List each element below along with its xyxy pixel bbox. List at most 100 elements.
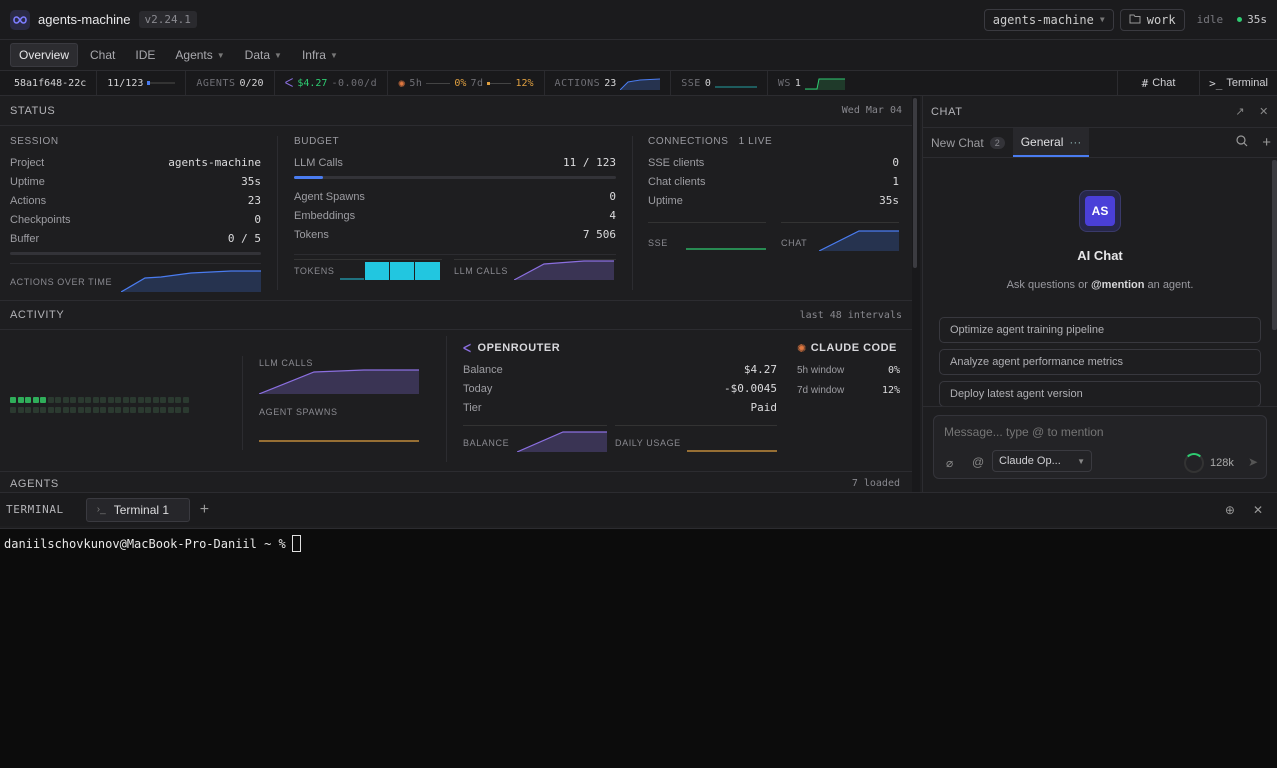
more-icon[interactable]: ··· — [1069, 134, 1082, 149]
model-select[interactable]: Claude Op... ▼ — [992, 450, 1092, 472]
stat-key: Uptime — [10, 175, 45, 188]
openrouter-rows: Balance $4.27 Today -$0.0045 Tier Paid — [463, 360, 777, 417]
heatmap-cell — [85, 397, 91, 403]
heatmap-cell — [70, 407, 76, 413]
stat-value: 35s — [241, 175, 261, 188]
cost-value: $4.27 — [297, 77, 328, 89]
openrouter-icon: ᐸ — [463, 342, 472, 355]
close-icon[interactable]: ✕ — [1259, 106, 1269, 118]
heatmap-cell — [92, 407, 99, 413]
nav-label: Agents — [175, 48, 213, 62]
stat-value: 0 — [892, 156, 899, 169]
llm-calls-row: LLM Calls 11 / 123 — [294, 153, 616, 172]
budget-title: BUDGET — [294, 136, 340, 147]
stat-key: Chat clients — [648, 175, 706, 188]
suggestion-button[interactable]: Optimize agent training pipeline — [939, 317, 1261, 343]
nav-label: Infra — [301, 48, 326, 62]
heatmap-cell — [152, 407, 159, 413]
split-terminal-icon[interactable]: ⊕ — [1224, 502, 1235, 517]
daily-usage-chart-label: DAILY USAGE — [615, 438, 681, 448]
sse-chart-label: SSE — [648, 238, 668, 248]
chat-header: CHAT ↗ ✕ — [923, 96, 1277, 128]
stat-value: 0 / 5 — [227, 232, 261, 245]
chat-panel-tab-label: Chat — [1152, 77, 1176, 89]
top-bar: agents-machine v2.24.1 agents-machine ▼ … — [0, 0, 1277, 40]
stat-value: $4.27 — [743, 363, 777, 376]
message-input[interactable] — [944, 422, 1244, 442]
expand-icon[interactable]: ↗ — [1235, 106, 1246, 118]
status-scrollbar[interactable] — [912, 96, 920, 492]
tab-new-chat[interactable]: New Chat 2 — [923, 128, 1013, 157]
terminal-view[interactable]: daniilschovkunov@MacBook-Pro-Daniil ~ % — [0, 528, 1277, 768]
stat-value: 7 506 — [582, 228, 616, 241]
nav-infra[interactable]: Infra ▼ — [294, 44, 346, 66]
stat-key: Tokens — [294, 228, 329, 241]
heatmap-cell — [10, 407, 16, 413]
activity-header: ACTIVITY last 48 intervals — [0, 300, 912, 330]
terminal-tab-1-label: Terminal 1 — [113, 502, 170, 517]
heatmap-cell — [25, 397, 31, 403]
suggestion-button[interactable]: Analyze agent performance metrics — [939, 349, 1261, 375]
heatmap-cell — [62, 407, 69, 413]
tab-general[interactable]: General ··· — [1012, 128, 1090, 157]
nav-data[interactable]: Data ▼ — [237, 44, 290, 66]
sse-stat-value: 0 — [704, 77, 711, 89]
stat-value: 1 — [892, 175, 899, 188]
stat-row: Tier Paid — [463, 398, 777, 417]
chat-title: CHAT — [931, 105, 963, 118]
heatmap-cell — [130, 397, 136, 403]
ws-stat: WS 1 — [768, 71, 855, 95]
nav-agents[interactable]: Agents ▼ — [167, 44, 232, 66]
llm-calls-label: LLM Calls — [294, 156, 343, 169]
folder-button[interactable]: work — [1119, 8, 1185, 31]
attach-icon[interactable]: ⌀ — [946, 456, 954, 470]
close-terminal-icon[interactable]: ✕ — [1252, 502, 1263, 517]
terminal-title: TERMINAL — [6, 503, 64, 516]
sse-sparkline — [714, 86, 757, 88]
heatmap-cell — [107, 397, 114, 403]
stat-value: 35s — [879, 194, 899, 207]
stat-row: Embeddings 4 — [294, 206, 616, 225]
heatmap-cell — [145, 407, 151, 413]
avatar: AS — [1079, 190, 1121, 232]
nav-overview[interactable]: Overview — [10, 43, 79, 67]
ws-sparkline — [804, 78, 845, 90]
add-chat-icon[interactable]: + — [1262, 134, 1271, 151]
connections-heading: CONNECTIONS 1 LIVE — [648, 136, 899, 147]
claude-code-rows: 5h window 0% 7d window 12% — [797, 360, 900, 400]
stat-value: 0 — [254, 213, 261, 226]
stat-value: agents-machine — [168, 156, 261, 169]
terminal-tab-1[interactable]: ›_ Terminal 1 — [85, 497, 190, 522]
chat-panel: CHAT ↗ ✕ New Chat 2 General ··· + AS AI … — [922, 96, 1277, 492]
sse-stat-label: SSE — [681, 77, 701, 89]
online-dot-icon — [1237, 17, 1243, 22]
stat-value: -$0.0045 — [724, 382, 777, 395]
nav-ide[interactable]: IDE — [127, 44, 163, 66]
session-title: SESSION — [10, 136, 59, 147]
status-panel: STATUS Wed Mar 04 SESSION Project agents-… — [0, 96, 912, 492]
actions-sparkline — [620, 78, 661, 90]
message-composer: ⌀ @ Claude Op... ▼ 128k ➤ — [933, 415, 1267, 479]
heatmap-cell — [145, 397, 151, 403]
search-icon[interactable] — [1236, 135, 1248, 150]
heatmap-cell — [47, 397, 54, 403]
stat-key: Balance — [463, 363, 503, 376]
heatmap-cell — [100, 397, 106, 403]
stat-key: Buffer — [10, 232, 40, 245]
terminal-panel-tab[interactable]: >_ Terminal — [1199, 71, 1277, 95]
subtitle-pre: Ask questions or — [1006, 279, 1091, 291]
tab-general-label: General — [1020, 134, 1064, 149]
status-title: STATUS — [10, 104, 56, 117]
suggestion-button[interactable]: Deploy latest agent version — [939, 381, 1261, 406]
context-ring-icon — [1184, 453, 1204, 473]
nav-chat[interactable]: Chat — [82, 44, 123, 66]
send-icon[interactable]: ➤ — [1248, 455, 1259, 469]
chat-panel-tab[interactable]: # Chat — [1117, 71, 1199, 95]
add-terminal-icon[interactable]: + — [199, 500, 210, 518]
chat-scrollbar[interactable] — [1272, 160, 1277, 330]
mention-icon[interactable]: @ — [972, 455, 985, 469]
chat-chart-label: CHAT — [781, 238, 808, 248]
stat-row: Today -$0.0045 — [463, 379, 777, 398]
workspace-select[interactable]: agents-machine ▼ — [983, 8, 1114, 31]
budget-rows: Agent Spawns 0 Embeddings 4 Tokens 7 506 — [294, 187, 616, 244]
